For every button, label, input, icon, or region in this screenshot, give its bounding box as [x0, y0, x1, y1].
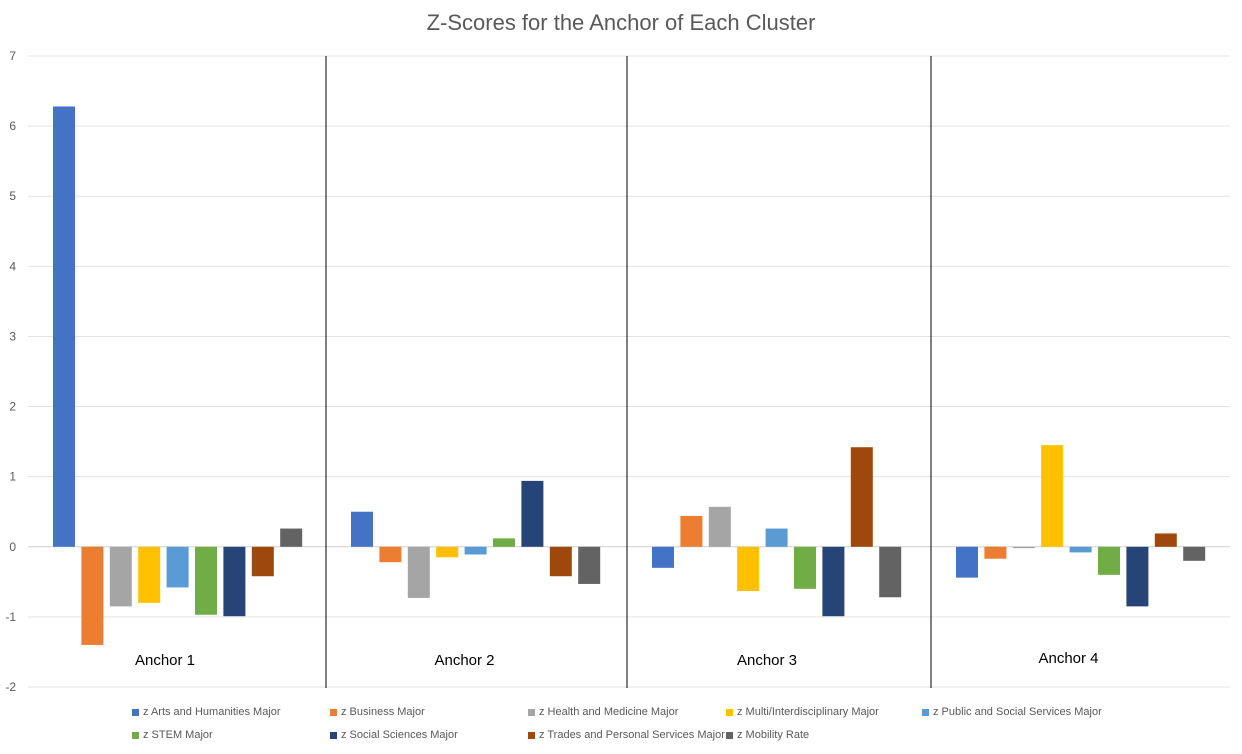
bar [680, 515, 703, 547]
y-tick-label: 2 [9, 400, 16, 414]
bar [280, 528, 303, 547]
legend-item: z Public and Social Services Major [922, 706, 1102, 718]
bar [109, 546, 132, 607]
bar [794, 546, 816, 589]
bar [956, 546, 978, 578]
bar [737, 546, 760, 591]
bar [822, 546, 845, 617]
bar [1098, 546, 1120, 575]
bar [521, 480, 544, 547]
legend-item: z Arts and Humanities Major [132, 706, 281, 718]
y-tick-label: 3 [9, 329, 16, 343]
legend-swatch [132, 731, 139, 739]
legend-swatch [726, 731, 733, 739]
legend-swatch [528, 708, 535, 716]
legend-item: z Trades and Personal Services Major [528, 729, 725, 741]
y-tick-label: 4 [9, 259, 16, 273]
bar [1126, 546, 1149, 607]
legend-item: z Health and Medicine Major [528, 706, 678, 718]
bar [351, 511, 373, 547]
bar [223, 546, 246, 617]
y-tick-label: 1 [9, 470, 16, 484]
bar [1183, 546, 1206, 561]
y-tick-label: -1 [5, 610, 16, 624]
category-label: Anchor 3 [737, 652, 797, 669]
bar [195, 546, 217, 615]
legend-swatch [528, 731, 535, 739]
bar [578, 546, 601, 584]
legend-swatch [922, 708, 929, 716]
bar [1012, 546, 1035, 549]
y-tick-label: 6 [9, 119, 16, 133]
bar [53, 106, 75, 547]
legend-label: z Health and Medicine Major [539, 706, 679, 718]
bar [708, 506, 731, 547]
bar [436, 546, 459, 558]
chart-title: Z-Scores for the Anchor of Each Cluster [426, 10, 816, 35]
bar [166, 546, 189, 588]
legend-item: z Mobility Rate [726, 729, 809, 741]
legend-label: z Social Sciences Major [341, 729, 458, 741]
legend-item: z Multi/Interdisciplinary Major [726, 706, 879, 718]
bar [138, 546, 161, 603]
bar [652, 546, 674, 568]
legend-label: z Mobility Rate [737, 729, 810, 741]
bar [984, 546, 1007, 559]
legend-label: z Trades and Personal Services Major [539, 729, 725, 741]
category-label: Anchor 1 [135, 652, 195, 669]
legend-swatch [330, 708, 337, 716]
bar [850, 447, 873, 547]
y-tick-label: 0 [9, 540, 16, 554]
legend-label: z Business Major [341, 706, 425, 718]
bar [1069, 546, 1092, 553]
bar [81, 546, 104, 645]
legend-label: z Public and Social Services Major [933, 706, 1102, 718]
legend-label: z Arts and Humanities Major [143, 706, 281, 718]
bar [251, 546, 274, 577]
y-tick-label: 7 [9, 49, 16, 63]
legend-swatch [330, 731, 337, 739]
bar [464, 546, 487, 555]
bar [379, 546, 402, 563]
legend-swatch [132, 708, 139, 716]
legend-item: z Business Major [330, 706, 425, 718]
legend-item: z STEM Major [132, 729, 213, 741]
bar [765, 528, 788, 547]
bar [407, 546, 430, 598]
bar [879, 546, 902, 598]
legend-label: z STEM Major [143, 729, 213, 741]
bar [549, 546, 572, 577]
category-label: Anchor 4 [1038, 650, 1098, 667]
y-tick-label: 5 [9, 189, 16, 203]
bar [493, 538, 515, 547]
legend-item: z Social Sciences Major [330, 729, 458, 741]
bar [1041, 445, 1064, 547]
y-tick-label: -2 [5, 680, 16, 694]
bar [1154, 533, 1177, 547]
legend-label: z Multi/Interdisciplinary Major [737, 706, 879, 718]
legend-swatch [726, 708, 733, 716]
category-label: Anchor 2 [434, 652, 494, 669]
bar-chart: -2 -1 0 1 2 3 4 5 6 7 Anchor 1 Anchor 2 Anchor 3 Anch… [5, 49, 1230, 694]
